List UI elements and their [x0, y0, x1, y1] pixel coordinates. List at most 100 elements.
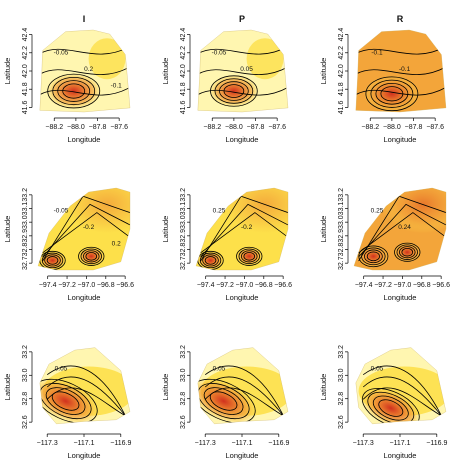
- contour-line: [80, 248, 102, 265]
- y-axis-label: Latitude: [161, 374, 170, 401]
- contour-line: [362, 365, 442, 416]
- y-tick-label: 42.4: [22, 28, 29, 42]
- contour-line: [358, 203, 446, 258]
- region-outline: [37, 187, 131, 271]
- x-tick-label: −97.4: [39, 282, 57, 289]
- y-tick-label: 32.6: [338, 415, 345, 429]
- contour-line: [355, 66, 446, 76]
- x-axis-label: Longitude: [68, 293, 101, 302]
- y-tick-label: 32.8: [180, 392, 187, 406]
- warm-area: [88, 38, 126, 80]
- contour-label: 0.2: [84, 66, 93, 73]
- contour-label: -0.05: [54, 208, 69, 215]
- y-tick-label: 33.0: [180, 368, 187, 382]
- y-tick-label: 32.8: [338, 243, 345, 257]
- x-tick-label: −97.2: [216, 282, 234, 289]
- hotspot: [77, 246, 105, 267]
- contour-line: [214, 78, 254, 104]
- y-tick-label: 42.2: [180, 46, 187, 60]
- y-tick-label: 33.1: [22, 202, 29, 216]
- contour-line: [372, 395, 409, 421]
- contour-line: [78, 246, 105, 266]
- y-tick-label: 33.2: [180, 345, 187, 359]
- hotspot: [235, 246, 263, 267]
- y-tick-label: 32.8: [338, 392, 345, 406]
- contour-label: -0.05: [54, 50, 69, 57]
- contour-line: [62, 83, 86, 99]
- contour-line: [44, 254, 61, 267]
- y-tick-label: 33.2: [22, 345, 29, 359]
- region-outline: [197, 29, 289, 113]
- contour-label: -0.2: [83, 224, 95, 231]
- x-axis-label: Longitude: [68, 451, 101, 460]
- x-tick-label: −97.0: [78, 282, 96, 289]
- y-tick-label: 41.8: [22, 82, 29, 96]
- contour-line: [57, 80, 91, 102]
- contour-line: [202, 254, 219, 267]
- region-outline: [195, 187, 289, 271]
- contour-label: 0.05: [213, 366, 226, 373]
- x-axis-label: Longitude: [226, 135, 259, 144]
- contour-line: [355, 46, 446, 55]
- x-tick-label: −117.3: [195, 440, 216, 447]
- region-outline: [353, 187, 447, 271]
- contour-line: [41, 252, 64, 269]
- x-tick-label: −117.1: [389, 440, 410, 447]
- contour-label: 0.2: [112, 240, 121, 247]
- hotspot: [363, 75, 420, 112]
- y-tick-label: 41.8: [180, 82, 187, 96]
- contour-line: [197, 378, 256, 424]
- contour-line: [365, 76, 419, 112]
- hotspot: [45, 72, 102, 110]
- contour-line: [46, 256, 59, 265]
- contour-line: [204, 365, 284, 416]
- x-tick-label: −87.6: [426, 124, 444, 131]
- x-tick-label: −97.0: [236, 282, 254, 289]
- x-tick-label: −96.8: [413, 282, 431, 289]
- hotspot: [39, 377, 100, 424]
- contour-label: 0.25: [371, 208, 384, 215]
- y-tick-label: 41.6: [22, 101, 29, 115]
- contour-line: [45, 387, 86, 415]
- x-axis-label: Longitude: [384, 293, 417, 302]
- panel-r-row3: 0.05 −117.3 −117.1 −116.9 32.6 32.8 33.0 33.2 Lo…: [319, 345, 447, 460]
- y-tick-label: 33.0: [180, 215, 187, 229]
- region-outline: [197, 347, 289, 425]
- x-tick-label: −88.0: [383, 124, 401, 131]
- y-axis-label: Latitude: [161, 58, 170, 85]
- contour-line: [203, 387, 244, 415]
- warm-area: [246, 38, 284, 80]
- panel-p-row3: 0.05 −117.3 −117.1 −116.9 32.6 32.8 33.0 33.2 Lo…: [161, 345, 289, 460]
- y-tick-label: 32.8: [180, 243, 187, 257]
- contour-line: [209, 391, 238, 411]
- y-tick-label: 42.2: [338, 46, 345, 60]
- contour-line: [52, 76, 96, 106]
- contour-line: [236, 246, 263, 266]
- x-tick-label: −117.3: [353, 440, 374, 447]
- x-tick-label: −116.9: [110, 440, 131, 447]
- y-tick-label: 32.6: [180, 415, 187, 429]
- y-tick-label: 42.4: [180, 28, 187, 42]
- x-tick-label: −87.6: [110, 124, 128, 131]
- contour-label: 0.05: [240, 66, 253, 73]
- x-tick-label: −87.8: [247, 124, 265, 131]
- y-tick-label: 42.2: [22, 46, 29, 60]
- hotspot: [208, 74, 260, 108]
- contour-line: [204, 256, 217, 265]
- y-tick-label: 33.2: [338, 345, 345, 359]
- y-tick-label: 42.4: [338, 28, 345, 42]
- x-tick-label: −88.2: [45, 124, 63, 131]
- contour-line: [200, 203, 288, 258]
- x-tick-label: −117.3: [37, 440, 58, 447]
- x-tick-label: −96.6: [432, 282, 450, 289]
- contour-line: [197, 46, 288, 55]
- y-axis-label: Latitude: [3, 216, 12, 243]
- x-tick-label: −96.8: [97, 282, 115, 289]
- x-tick-label: −88.2: [203, 124, 221, 131]
- contour-line: [42, 203, 130, 258]
- y-tick-label: 33.0: [338, 215, 345, 229]
- y-tick-label: 32.9: [22, 229, 29, 243]
- y-tick-label: 33.0: [22, 368, 29, 382]
- contour-line: [47, 73, 101, 109]
- contour-label: -0.1: [371, 50, 383, 57]
